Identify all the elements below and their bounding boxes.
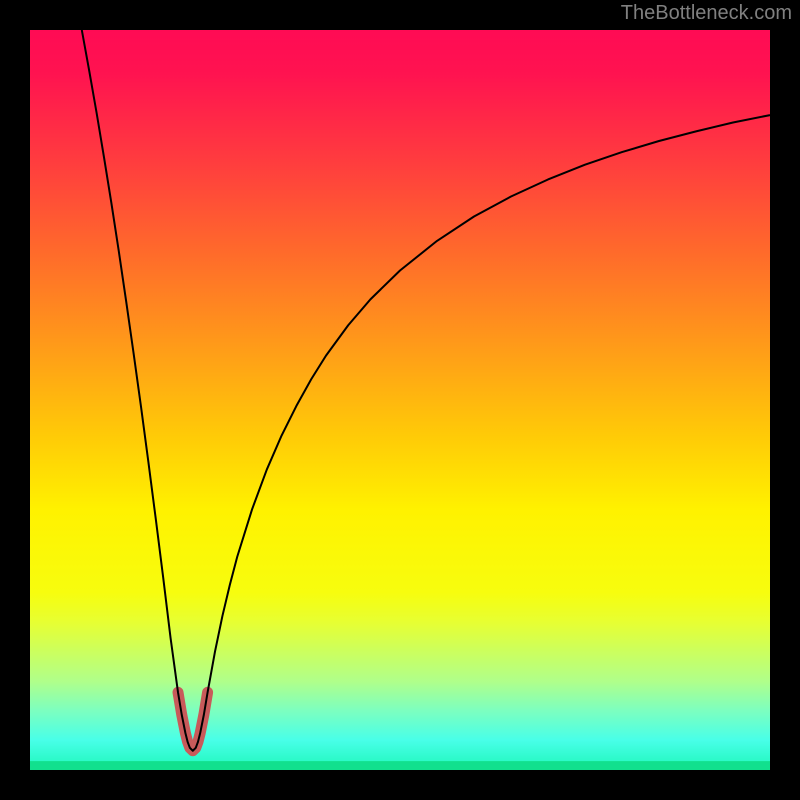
attribution-label: TheBottleneck.com bbox=[621, 2, 792, 25]
chart-container: TheBottleneck.com bbox=[0, 0, 800, 800]
bottleneck-chart bbox=[0, 0, 800, 800]
